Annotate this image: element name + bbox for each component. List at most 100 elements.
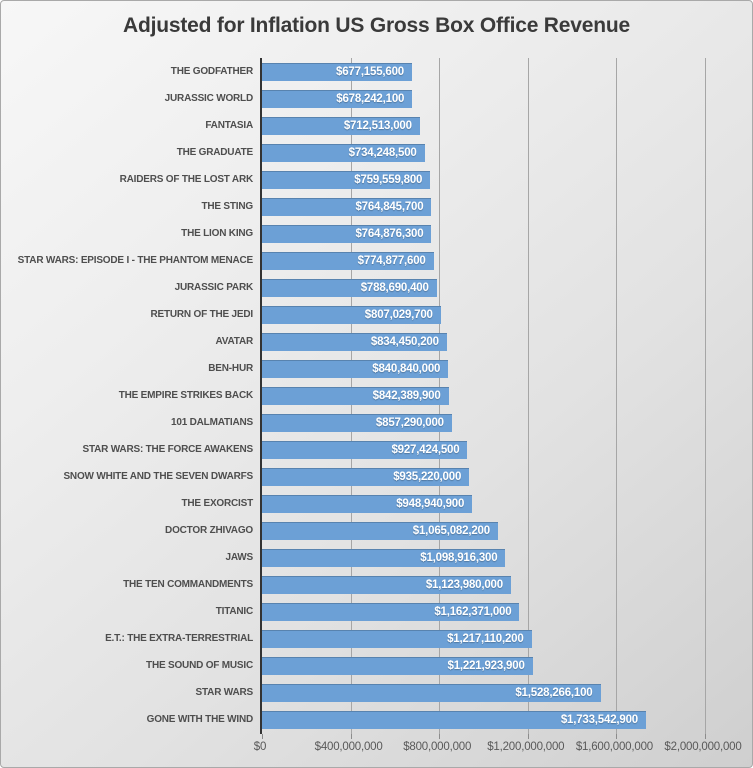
- value-label: $948,940,900: [396, 497, 465, 510]
- chart-row: $935,220,000: [262, 463, 705, 490]
- bar: $1,733,542,900: [262, 710, 646, 729]
- value-label: $807,029,700: [364, 308, 433, 321]
- value-label: $764,845,700: [355, 200, 424, 213]
- y-axis-line: [260, 58, 262, 734]
- value-label: $734,248,500: [348, 146, 417, 159]
- value-label: $774,877,600: [357, 254, 426, 267]
- x-tick-label: $1,200,000,000: [487, 741, 565, 753]
- value-label: $857,290,000: [375, 416, 444, 429]
- bar: $734,248,500: [262, 143, 425, 162]
- chart-row: $842,389,900: [262, 382, 705, 409]
- chart-row: $834,450,200: [262, 328, 705, 355]
- chart-row: $857,290,000: [262, 409, 705, 436]
- bar: $834,450,200: [262, 332, 447, 351]
- value-label: $1,123,980,000: [425, 578, 503, 591]
- category-label: THE EXORCIST: [181, 498, 254, 509]
- bar: $840,840,000: [262, 359, 449, 378]
- chart-row: $678,242,100: [262, 85, 705, 112]
- bar: $759,559,800: [262, 170, 431, 189]
- bar: $842,389,900: [262, 386, 449, 405]
- chart-row: $807,029,700: [262, 301, 705, 328]
- category-label: THE TEN COMMANDMENTS: [123, 579, 253, 590]
- bar: $1,123,980,000: [262, 575, 511, 594]
- value-label: $712,513,000: [343, 119, 412, 132]
- value-label: $1,528,266,100: [515, 686, 593, 699]
- value-label: $935,220,000: [393, 470, 462, 483]
- category-label: AVATAR: [215, 336, 254, 347]
- bar: $764,876,300: [262, 224, 432, 243]
- value-label: $1,221,923,900: [447, 659, 525, 672]
- chart-row: $759,559,800: [262, 166, 705, 193]
- category-label: STAR WARS: [195, 687, 254, 698]
- chart-row: $1,528,266,100: [262, 679, 705, 706]
- category-label: STAR WARS: EPISODE I - THE PHANTOM MENAC…: [17, 255, 254, 266]
- bar: $677,155,600: [262, 62, 412, 81]
- category-label: GONE WITH THE WIND: [146, 714, 254, 725]
- category-label: BEN-HUR: [208, 363, 253, 374]
- category-axis: THE GODFATHER JURASSIC WORLD FANTASIA THE G…: [1, 58, 254, 733]
- bar: $935,220,000: [262, 467, 470, 486]
- value-label: $678,242,100: [336, 92, 405, 105]
- category-label: THE LION KING: [181, 228, 253, 239]
- bar: $807,029,700: [262, 305, 441, 324]
- value-label: $1,217,110,200: [447, 632, 524, 645]
- bars-layer: $677,155,600 $678,242,100 $712,513,000 $734…: [262, 58, 705, 734]
- axis-tick: [439, 734, 441, 739]
- gridline: [527, 58, 529, 734]
- category-label: 101 DALMATIANS: [170, 417, 253, 428]
- chart-row: $1,065,082,200: [262, 517, 705, 544]
- value-label: $677,155,600: [336, 65, 404, 78]
- chart-row: $712,513,000: [262, 112, 705, 139]
- chart-row: $840,840,000: [262, 355, 705, 382]
- category-label: RAIDERS OF THE LOST ARK: [119, 174, 254, 185]
- chart-row: $1,217,110,200: [262, 625, 705, 652]
- bar: $712,513,000: [262, 116, 420, 135]
- chart-row: $788,690,400: [262, 274, 705, 301]
- category-label: SNOW WHITE AND THE SEVEN DWARFS: [63, 471, 253, 482]
- value-label: $764,876,300: [355, 227, 424, 240]
- category-label: RETURN OF THE JEDI: [150, 309, 253, 320]
- value-label: $1,162,371,000: [434, 605, 512, 618]
- chart-title: Adjusted for Inflation US Gross Box Offi…: [123, 14, 630, 37]
- value-label: $759,559,800: [354, 173, 423, 186]
- axis-tick: [262, 734, 263, 739]
- bar: $764,845,700: [262, 197, 432, 216]
- category-label: JURASSIC PARK: [174, 282, 254, 293]
- axis-tick: [616, 734, 618, 739]
- bar: $774,877,600: [262, 251, 434, 270]
- value-label: $1,065,082,200: [412, 524, 490, 537]
- bar: $788,690,400: [262, 278, 437, 297]
- chart-row: $1,162,371,000: [262, 598, 705, 625]
- axis-tick: [527, 734, 529, 739]
- category-label: JAWS: [225, 552, 253, 563]
- value-label: $1,733,542,900: [560, 713, 638, 726]
- bar: $857,290,000: [262, 413, 452, 432]
- x-tick-label: $0: [253, 741, 267, 753]
- chart-row: $774,877,600: [262, 247, 705, 274]
- category-label: DOCTOR ZHIVAGO: [165, 525, 253, 536]
- chart-row: $1,098,916,300: [262, 544, 705, 571]
- gridline: [616, 58, 618, 734]
- bar: $1,528,266,100: [262, 683, 601, 702]
- category-label: THE SOUND OF MUSIC: [146, 660, 253, 671]
- chart-row: $764,845,700: [262, 193, 705, 220]
- chart-row: $1,733,542,900: [262, 706, 705, 733]
- gridline: [705, 58, 706, 734]
- value-label: $842,389,900: [372, 389, 441, 402]
- chart-row: $734,248,500: [262, 139, 705, 166]
- category-label: FANTASIA: [205, 120, 253, 131]
- chart-row: $948,940,900: [262, 490, 705, 517]
- bar: $1,217,110,200: [262, 629, 532, 648]
- value-label: $788,690,400: [360, 281, 429, 294]
- category-label: JURASSIC WORLD: [164, 93, 254, 104]
- x-tick-label: $400,000,000: [314, 741, 383, 753]
- category-label: STAR WARS: THE FORCE AWAKENS: [82, 444, 253, 455]
- value-label: $840,840,000: [372, 362, 441, 375]
- value-label: $1,098,916,300: [420, 551, 498, 564]
- value-label: $834,450,200: [370, 335, 439, 348]
- bar: $1,098,916,300: [262, 548, 506, 567]
- value-label: $927,424,500: [391, 443, 460, 456]
- bar: $678,242,100: [262, 89, 413, 108]
- category-label: THE GODFATHER: [170, 66, 253, 77]
